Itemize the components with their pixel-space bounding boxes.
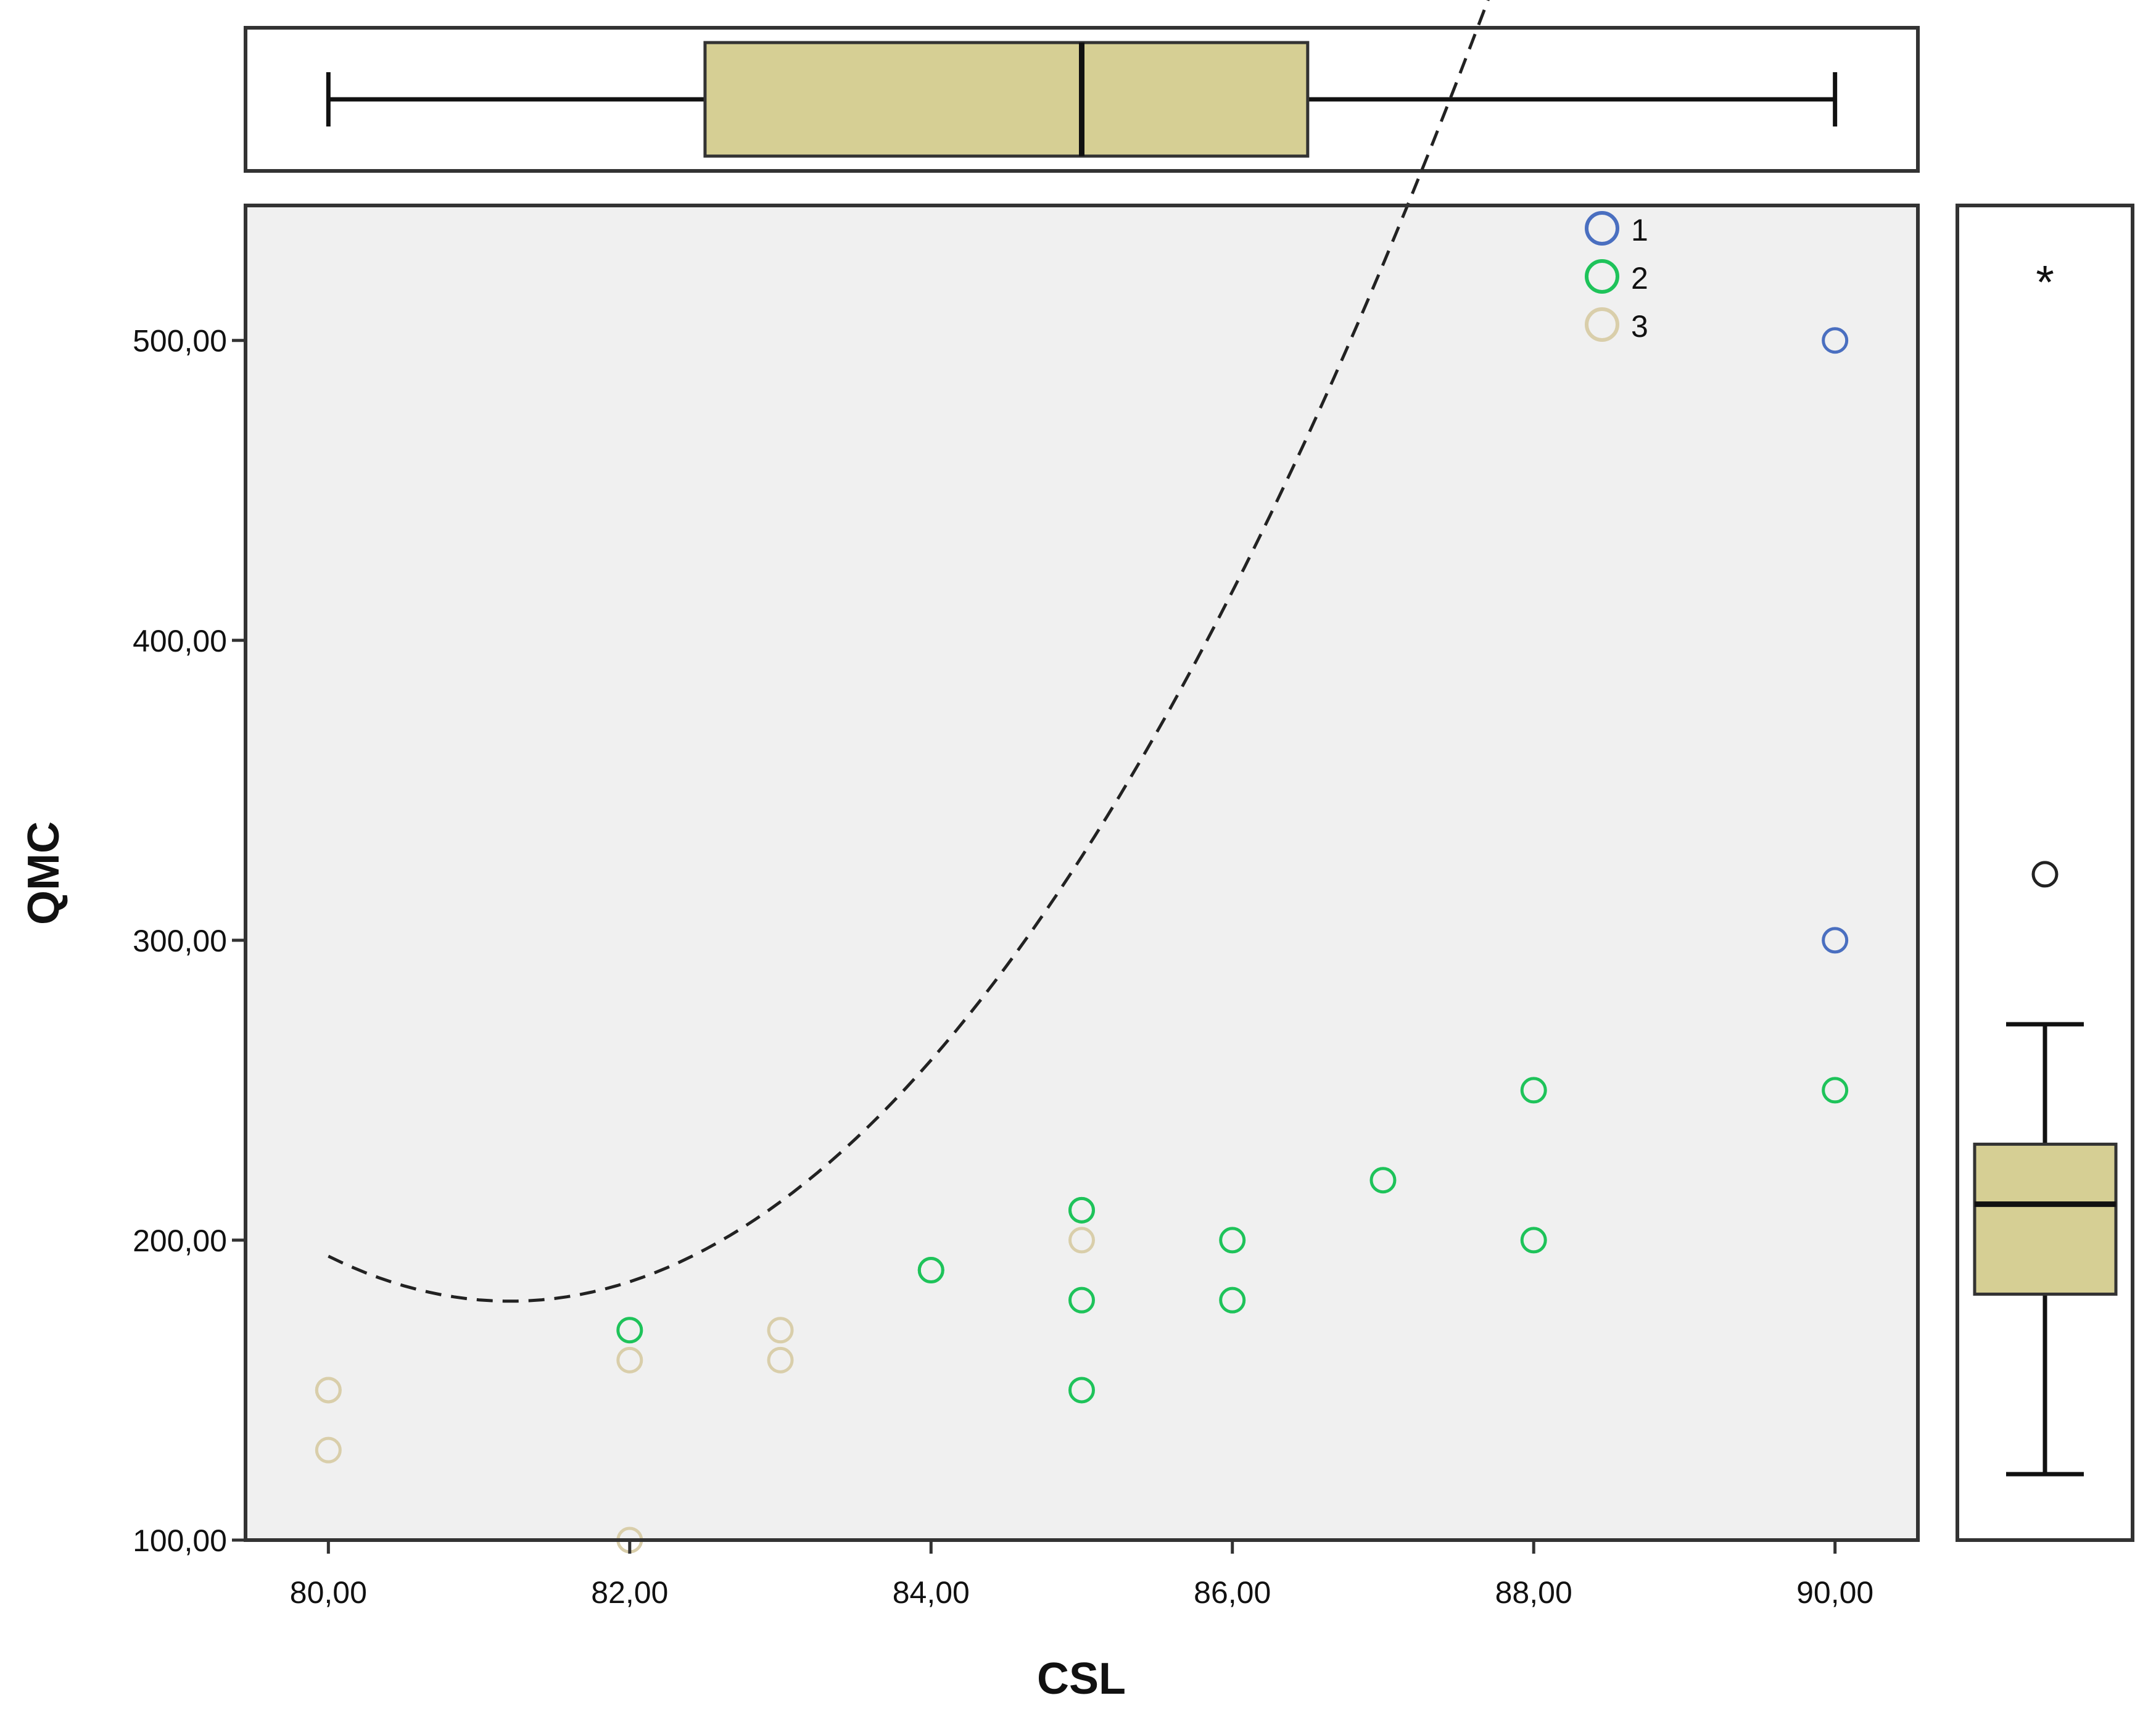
- data-point-series-3: [767, 1346, 794, 1373]
- x-tick-label: 88,00: [1495, 1575, 1572, 1610]
- fit-line-group: [328, 0, 1490, 1303]
- data-point-series-2: [1219, 1286, 1246, 1314]
- legend: 1 2 3: [1585, 211, 1648, 344]
- legend-marker: [1585, 211, 1619, 246]
- top-boxplot: [326, 41, 1838, 158]
- right-boxplot-outlier: [2031, 861, 2059, 888]
- x-tick-label: 86,00: [1194, 1575, 1271, 1610]
- y-tick-label: 400,00: [133, 624, 227, 658]
- data-point-series-2: [1520, 1227, 1547, 1254]
- top-box: [703, 41, 1310, 158]
- y-tick-label: 100,00: [133, 1523, 227, 1558]
- data-point-series-2: [1822, 1077, 1849, 1104]
- legend-label: 3: [1631, 309, 1648, 344]
- data-point-series-2: [1068, 1377, 1095, 1404]
- data-point-series-3: [767, 1317, 794, 1344]
- data-point-series-1: [1822, 327, 1849, 354]
- data-point-series-3: [315, 1436, 342, 1464]
- plot-area: [246, 205, 1918, 1540]
- y-tick-label: 200,00: [133, 1224, 227, 1258]
- data-point-series-2: [1068, 1196, 1095, 1224]
- y-axis-title: QMC: [19, 821, 68, 925]
- data-point-series-3: [315, 1377, 342, 1404]
- x-tick-label: 80,00: [290, 1575, 367, 1610]
- right-boxplot-panel: *: [1956, 204, 2134, 1542]
- data-point-series-2: [616, 1317, 643, 1344]
- right-boxplot: *: [1973, 257, 2118, 1477]
- y-tick-label: 500,00: [133, 324, 227, 358]
- x-tick-label: 82,00: [591, 1575, 668, 1610]
- right-box: [1973, 1142, 2118, 1296]
- data-point-series-2: [1068, 1286, 1095, 1314]
- data-points: [315, 327, 1849, 1554]
- x-tick-label: 84,00: [893, 1575, 970, 1610]
- x-axis-title: CSL: [1037, 1654, 1126, 1704]
- right-boxplot-extreme: *: [2036, 257, 2054, 309]
- y-axis: 100,00 200,00 300,00 400,00 500,00: [133, 324, 246, 1558]
- legend-marker: [1585, 307, 1619, 342]
- right-boxplot-frame: [1956, 204, 2134, 1542]
- data-point-series-2: [917, 1257, 944, 1284]
- data-point-series-2: [1369, 1167, 1397, 1194]
- top-boxplot-panel: [244, 26, 1920, 173]
- main-plot-panel: 1 2 3 80,00 82,00 84,00 86,00 88,00 90,00 100,0…: [133, 0, 1920, 1610]
- data-point-series-2: [1219, 1227, 1246, 1254]
- x-tick-label: 90,00: [1796, 1575, 1873, 1610]
- data-point-series-3: [616, 1346, 643, 1373]
- data-point-series-1: [1822, 927, 1849, 954]
- y-tick-label: 300,00: [133, 924, 227, 958]
- data-point-series-2: [1520, 1077, 1547, 1104]
- plot-frame: [244, 204, 1920, 1542]
- top-boxplot-frame: [244, 26, 1920, 173]
- x-axis: 80,00 82,00 84,00 86,00 88,00 90,00: [290, 1540, 1873, 1610]
- legend-label: 1: [1631, 213, 1648, 247]
- fit-line: [328, 0, 1490, 1303]
- legend-label: 2: [1631, 261, 1648, 296]
- data-point-series-3: [1068, 1227, 1095, 1254]
- legend-marker: [1585, 259, 1619, 294]
